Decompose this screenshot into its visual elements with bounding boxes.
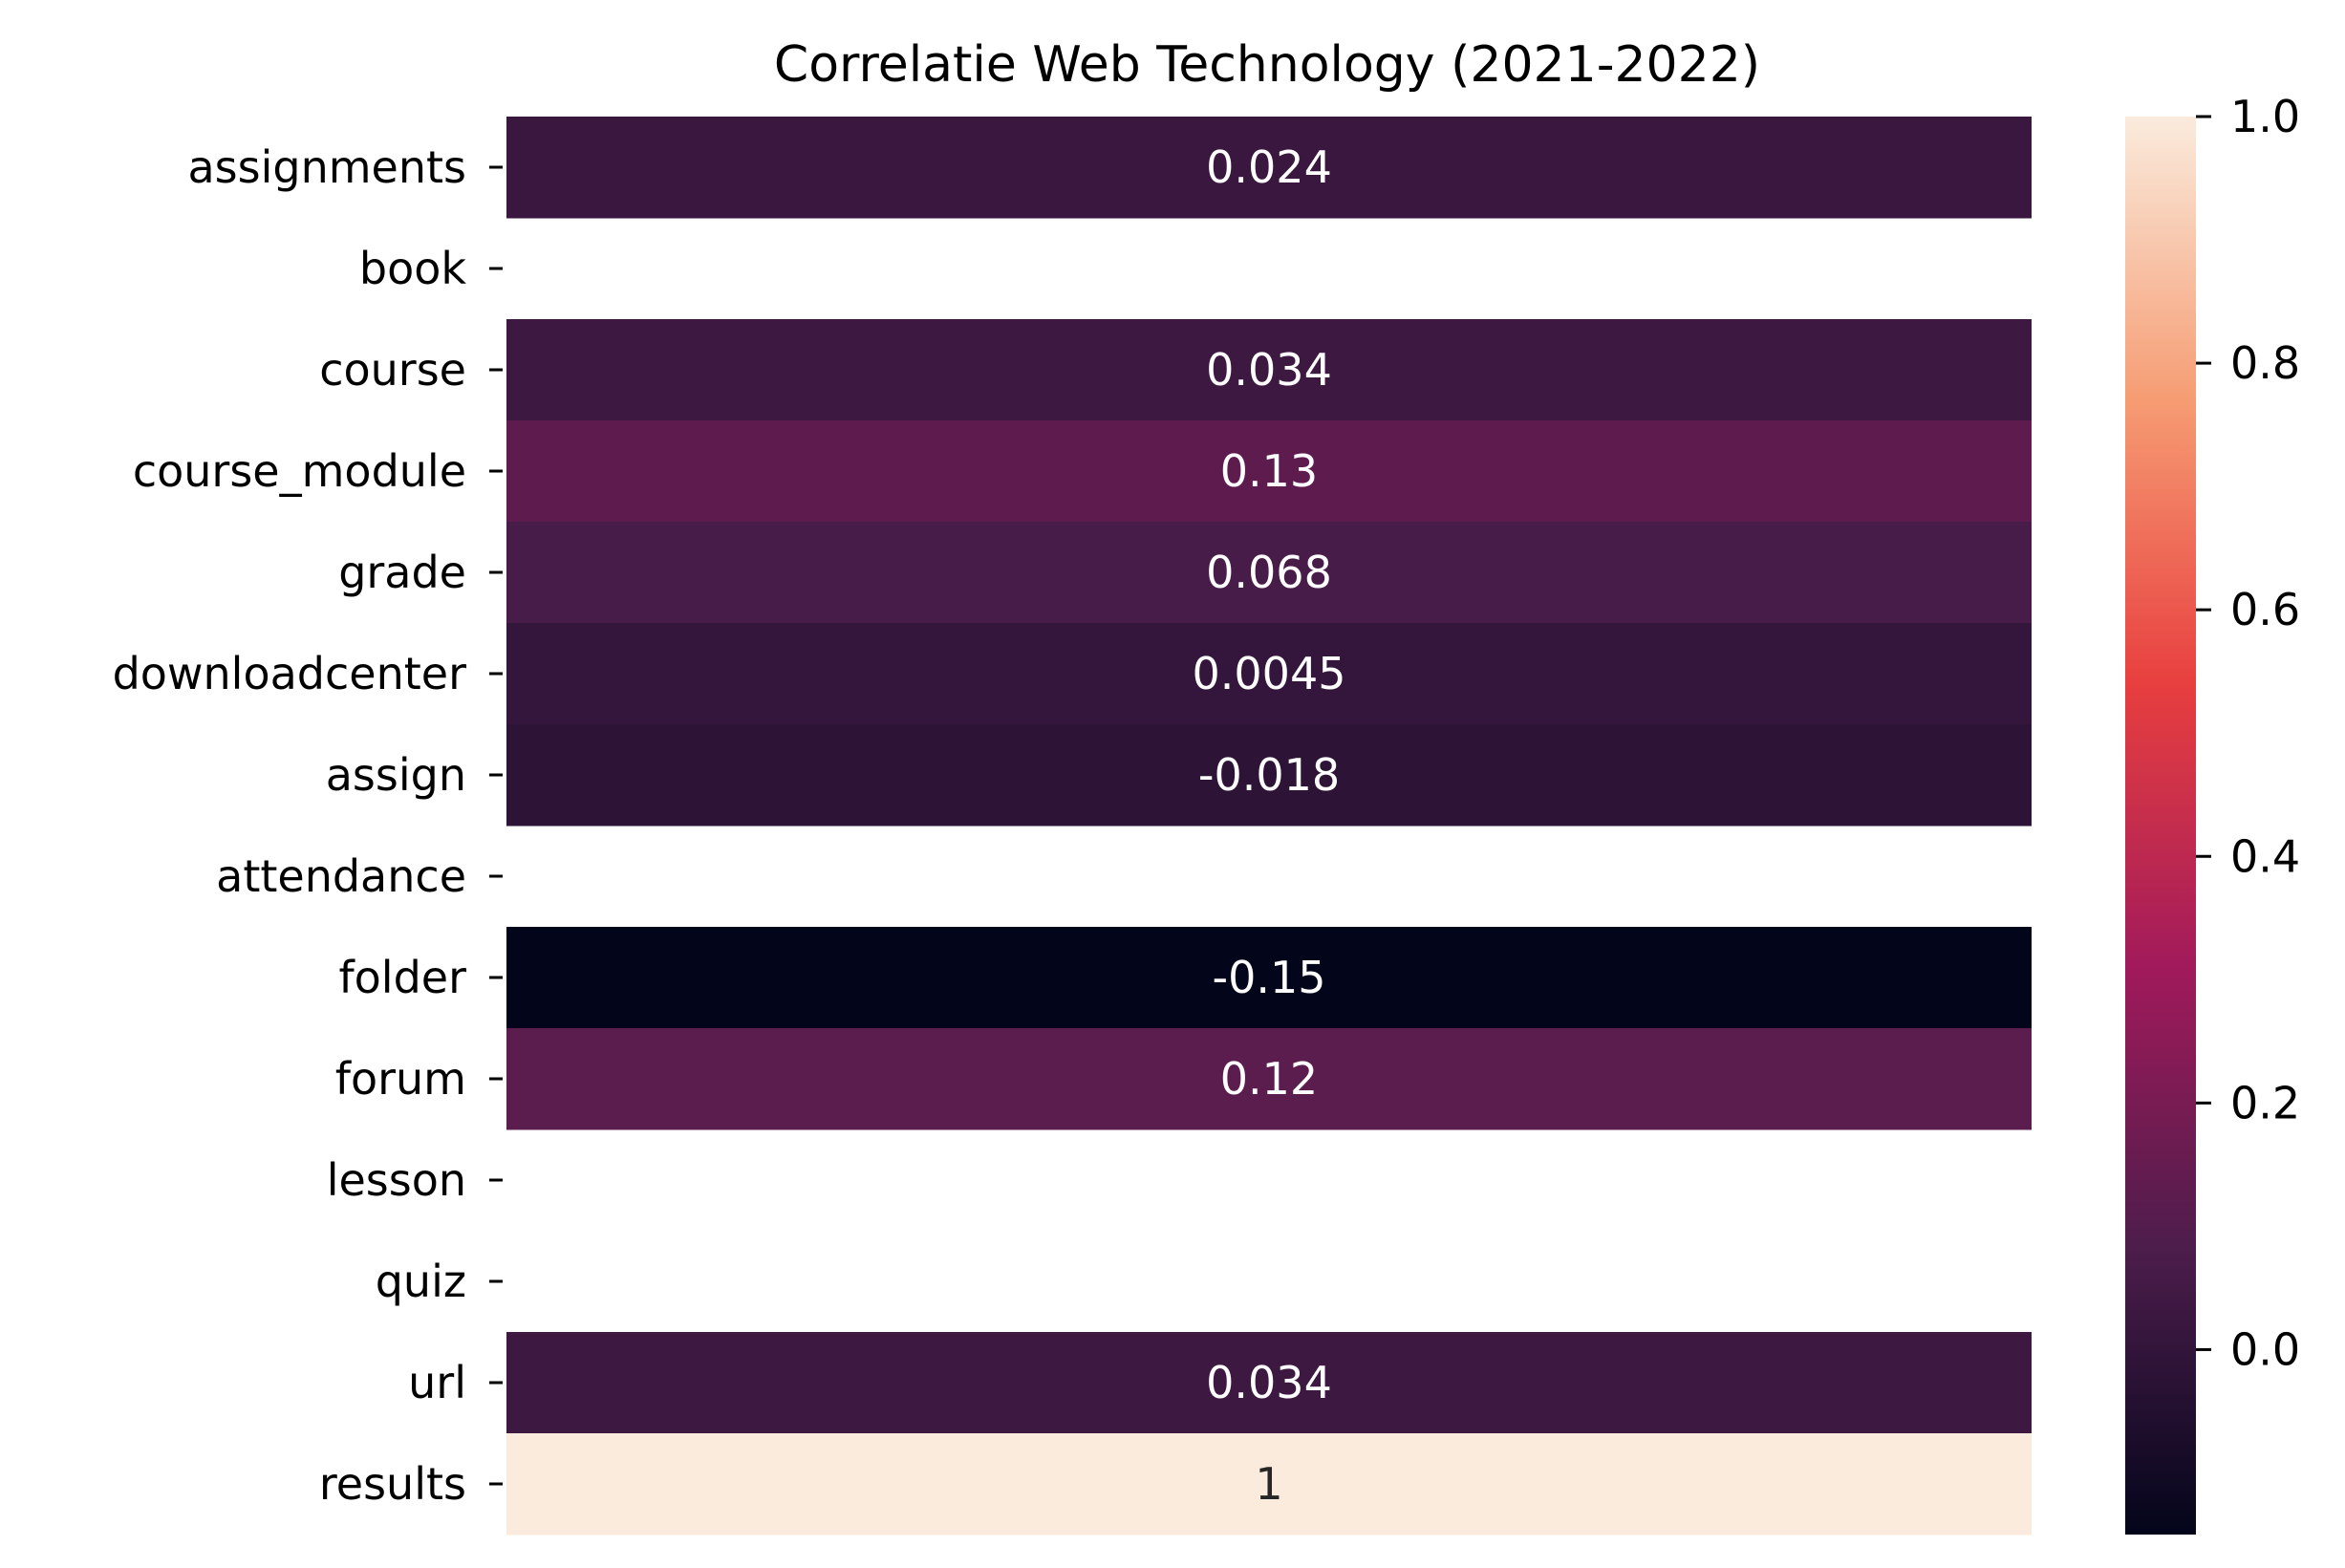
cell-value-label: 0.034	[1206, 344, 1332, 396]
row-label: grade	[338, 547, 466, 598]
heatmap-cell	[506, 420, 2032, 523]
colorbar-gradient	[2125, 117, 2196, 1535]
row-label: results	[319, 1458, 466, 1510]
row-label: lesson	[327, 1154, 466, 1206]
cell-value-label: -0.15	[1212, 952, 1325, 1003]
colorbar: 0.0 0.2 0.4 0.6 0.8 1.0	[2125, 91, 2300, 1535]
row-label: quiz	[376, 1256, 466, 1307]
cell-value-label: 0.13	[1220, 445, 1318, 497]
cell-value-label: 0.034	[1206, 1357, 1332, 1408]
cell-value-label: 0.12	[1220, 1053, 1318, 1105]
row-label: course	[319, 344, 466, 396]
row-label: folder	[338, 952, 466, 1003]
heatmap-cell	[506, 1332, 2032, 1434]
row-label: assignments	[187, 141, 466, 193]
row-label: book	[359, 243, 466, 294]
colorbar-tick-label: 1.0	[2230, 91, 2300, 142]
heatmap-cell	[506, 1433, 2032, 1536]
heatmap-cell	[506, 319, 2032, 421]
heatmap-cell	[506, 927, 2032, 1029]
heatmap-cells: 0.024 0.034 0.13 0.068 0.0045 -0.018 -0.15 0.12…	[506, 117, 2032, 1536]
row-label: forum	[335, 1053, 466, 1105]
heatmap-cell	[506, 1028, 2032, 1130]
cell-value-label: 0.024	[1206, 141, 1332, 193]
colorbar-tick-label: 0.0	[2230, 1323, 2300, 1375]
row-label: attendance	[216, 850, 466, 902]
cell-value-label: 0.068	[1206, 547, 1332, 598]
cell-value-label: 1	[1255, 1458, 1282, 1510]
colorbar-tick-label: 0.8	[2230, 337, 2300, 389]
colorbar-tick-label: 0.2	[2230, 1077, 2300, 1128]
row-label: assign	[326, 749, 466, 801]
colorbar-tick-label: 0.6	[2230, 584, 2300, 635]
row-label: course_module	[133, 445, 466, 497]
heatmap-cell	[506, 117, 2032, 219]
row-label: url	[408, 1357, 466, 1408]
chart-title: Correlatie Web Technology (2021-2022)	[774, 36, 1760, 94]
heatmap-cell	[506, 522, 2032, 624]
row-label: downloadcenter	[113, 648, 467, 699]
heatmap-cell	[506, 623, 2032, 725]
cell-value-label: 0.0045	[1193, 648, 1346, 699]
cell-value-label: -0.018	[1198, 749, 1340, 801]
colorbar-tick-label: 0.4	[2230, 830, 2300, 882]
heatmap-cell	[506, 724, 2032, 827]
